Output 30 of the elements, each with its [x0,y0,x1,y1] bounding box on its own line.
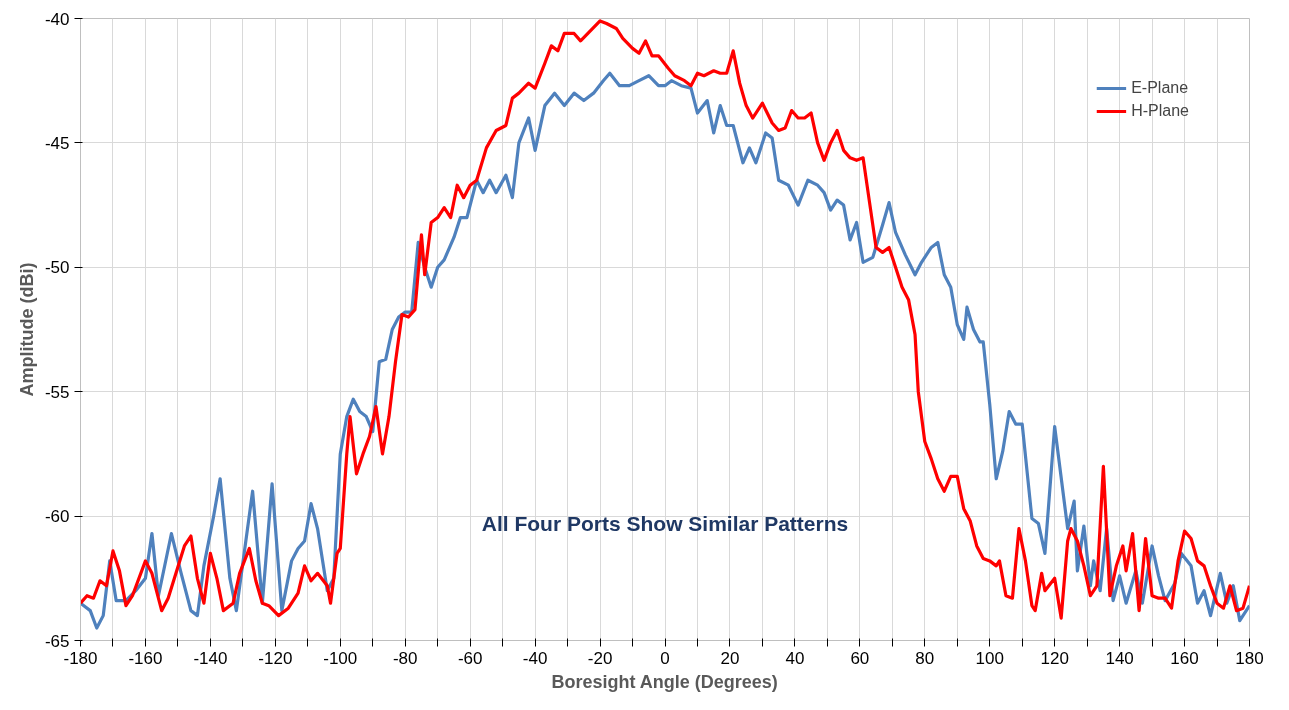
y-tick-label: -60 [44,507,70,527]
x-tick-label: -140 [193,648,228,668]
x-axis-title: Boresight Angle (Degrees) [551,671,778,692]
x-tick-label: 100 [975,648,1004,668]
x-tick-label: 140 [1105,648,1134,668]
x-tick-label: -160 [128,648,163,668]
y-tick-label: -55 [44,382,70,402]
x-tick-label: -80 [392,648,418,668]
y-axis-title: Amplitude (dBi) [16,262,37,397]
y-tick-label: -45 [44,133,70,153]
x-tick-label: 40 [785,648,805,668]
x-tick-label: 20 [720,648,740,668]
x-tick-label: -60 [457,648,483,668]
x-tick-label: -20 [587,648,613,668]
y-tick-label: -40 [44,9,70,29]
y-tick-label: -65 [44,631,70,651]
x-tick-label: 120 [1040,648,1069,668]
x-tick-label: 0 [660,648,670,668]
x-tick-label: -100 [323,648,358,668]
annotation: All Four Ports Show Similar Patterns [481,511,849,535]
legend-label: H-Plane [1131,102,1189,120]
x-tick-label: 160 [1170,648,1199,668]
legend-label: E-Plane [1131,79,1189,97]
x-tick-label: 180 [1235,648,1264,668]
x-tick-label: 80 [915,648,935,668]
x-tick-label: 60 [850,648,870,668]
y-tick-label: -50 [44,258,70,278]
x-tick-label: -120 [258,648,293,668]
x-tick-label: -180 [63,648,98,668]
x-tick-label: -40 [522,648,548,668]
